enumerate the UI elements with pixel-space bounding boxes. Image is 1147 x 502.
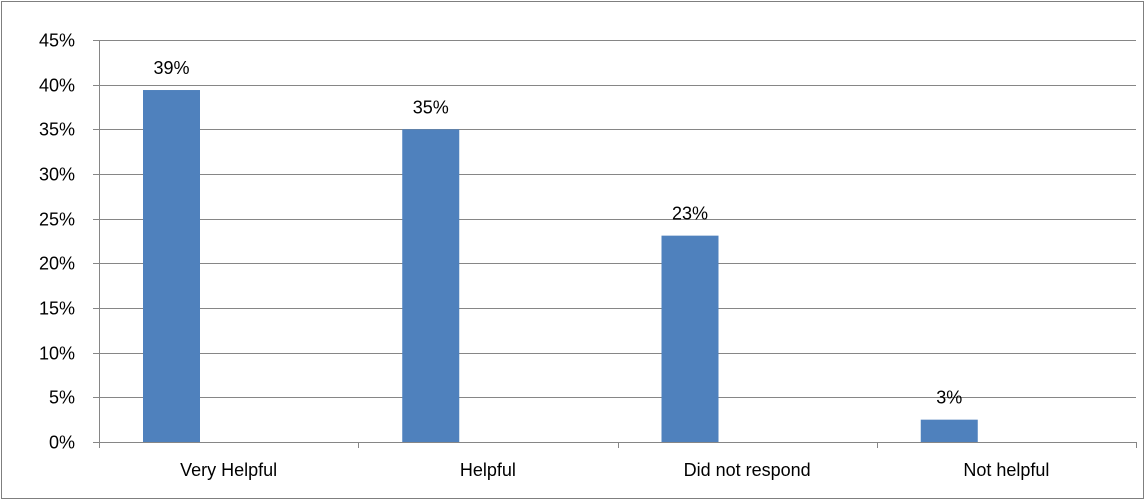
data-labels: 39% 35% 23% 3% xyxy=(153,58,962,408)
bar xyxy=(402,129,460,443)
y-tick-label: 45% xyxy=(39,31,75,51)
bars xyxy=(143,90,978,443)
y-tick-label: 30% xyxy=(39,165,75,185)
y-tick-label: 15% xyxy=(39,299,75,319)
y-tick-label: 40% xyxy=(39,76,75,96)
data-label: 35% xyxy=(413,97,449,117)
x-tick-label: Did not respond xyxy=(684,460,811,480)
data-label: 3% xyxy=(936,388,962,408)
x-tick-label: Not helpful xyxy=(963,460,1049,480)
bar xyxy=(920,419,978,442)
x-tick-label: Very Helpful xyxy=(180,460,277,480)
bar xyxy=(143,90,200,442)
data-label: 23% xyxy=(672,204,708,224)
x-axis: Very Helpful Helpful Did not respond Not he… xyxy=(99,442,1137,480)
data-label: 39% xyxy=(153,58,189,78)
y-tick-label: 0% xyxy=(49,433,75,453)
bar xyxy=(661,235,719,442)
x-tick-label: Helpful xyxy=(460,460,516,480)
gridlines xyxy=(93,40,1136,443)
y-axis-tick-labels: 0% 5% 10% 15% 20% 25% 30% 35% 40% 45% xyxy=(39,31,75,453)
y-tick-label: 20% xyxy=(39,254,75,274)
y-tick-label: 10% xyxy=(39,344,75,364)
y-tick-label: 25% xyxy=(39,210,75,230)
y-tick-label: 35% xyxy=(39,120,75,140)
y-tick-label: 5% xyxy=(49,388,75,408)
